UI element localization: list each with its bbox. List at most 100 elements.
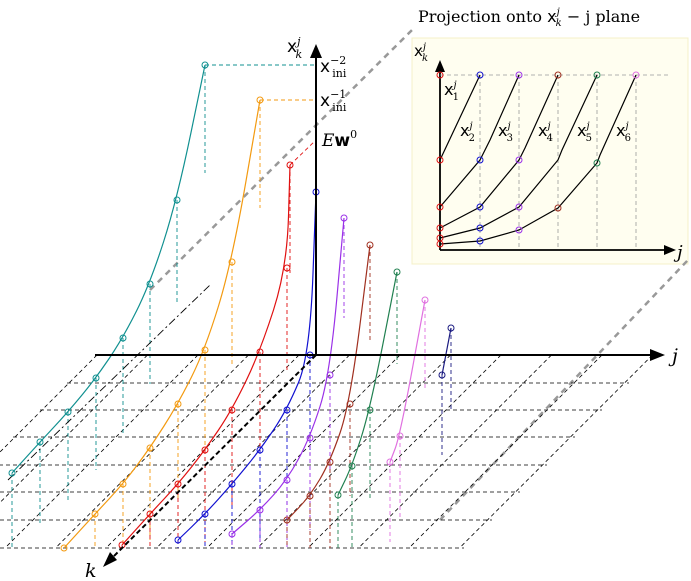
inset-point bbox=[515, 203, 523, 211]
solution-curve bbox=[337, 271, 398, 496]
solution-curve bbox=[389, 299, 426, 463]
inset-vertical-label: xj k bbox=[414, 42, 428, 64]
solution-point bbox=[366, 241, 374, 249]
grid-oblique-line bbox=[4, 354, 199, 549]
solution-point bbox=[228, 406, 236, 414]
solution-point bbox=[174, 400, 182, 408]
solution-point bbox=[146, 510, 154, 518]
solution-point bbox=[60, 544, 68, 552]
inset-title: Projection onto xj k − j plane bbox=[418, 7, 640, 29]
vertical-axis-arrow bbox=[310, 44, 322, 58]
inset-curve-labels: xj 1 xj 2 xj 3 xj 4 xj 5 xj 6 bbox=[444, 80, 631, 144]
grid-oblique-line bbox=[0, 354, 98, 453]
grid-oblique-line bbox=[307, 354, 502, 549]
dashdot-guide bbox=[7, 284, 211, 481]
solution-point bbox=[146, 280, 154, 288]
inset-points bbox=[436, 71, 640, 248]
inset-point bbox=[515, 71, 523, 79]
inset-curves bbox=[439, 74, 637, 245]
solution-curve bbox=[177, 191, 317, 541]
solution-point bbox=[447, 324, 455, 332]
solution-point bbox=[326, 371, 334, 379]
solution-point bbox=[228, 480, 236, 488]
inset-curve-label: xj 3 bbox=[498, 121, 513, 144]
projection-guide-bottom bbox=[439, 259, 689, 521]
solution-point bbox=[146, 444, 154, 452]
solution-curve bbox=[441, 327, 452, 376]
solution-point bbox=[228, 530, 236, 538]
j-axis-arrow bbox=[650, 349, 665, 361]
projection-guide-top bbox=[149, 29, 413, 291]
inset-point bbox=[476, 224, 484, 232]
solution-point bbox=[348, 462, 356, 470]
solution-point bbox=[92, 374, 100, 382]
solution-points bbox=[8, 61, 455, 552]
solution-point bbox=[283, 516, 291, 524]
inset-point bbox=[515, 226, 523, 234]
solution-point bbox=[438, 371, 446, 379]
inset-vertical-arrow bbox=[435, 60, 445, 72]
solution-point bbox=[173, 196, 181, 204]
inset-point bbox=[476, 71, 484, 79]
initial-value-lines bbox=[205, 64, 317, 166]
solution-point bbox=[286, 161, 294, 169]
solution-point bbox=[386, 458, 394, 466]
solution-point bbox=[366, 406, 374, 414]
inset-point bbox=[436, 203, 444, 211]
solution-point bbox=[256, 96, 264, 104]
solution-point bbox=[64, 408, 72, 416]
inset-background bbox=[411, 37, 689, 265]
inset-horizontal-arrow bbox=[664, 245, 676, 255]
solution-point bbox=[119, 334, 127, 342]
solution-point bbox=[256, 506, 264, 514]
grid-oblique-line bbox=[0, 354, 148, 504]
inset-point bbox=[436, 71, 444, 79]
solution-point bbox=[174, 480, 182, 488]
solution-point bbox=[174, 536, 182, 544]
inset-point bbox=[476, 203, 484, 211]
solution-curve bbox=[121, 164, 291, 546]
grid-oblique-line bbox=[358, 354, 552, 549]
inset-point bbox=[593, 159, 601, 167]
solution-point bbox=[326, 458, 334, 466]
solution-point bbox=[91, 510, 99, 518]
solution-point bbox=[346, 400, 354, 408]
solution-point bbox=[421, 296, 429, 304]
inset-curve bbox=[439, 74, 637, 245]
inset-point bbox=[436, 224, 444, 232]
solution-point bbox=[396, 432, 404, 440]
grid-oblique-line bbox=[156, 354, 350, 549]
inset-curve bbox=[439, 74, 481, 161]
grid-oblique-line bbox=[459, 354, 653, 549]
grid-oblique-line bbox=[206, 354, 401, 549]
solution-point bbox=[306, 434, 314, 442]
solution-curve bbox=[11, 64, 206, 474]
k-axis-label: k bbox=[85, 560, 97, 581]
inset-point bbox=[554, 204, 562, 212]
inset-point bbox=[436, 156, 444, 164]
solution-point bbox=[393, 268, 401, 276]
solution-point bbox=[283, 406, 291, 414]
solution-point bbox=[119, 480, 127, 488]
inset-curve bbox=[439, 74, 598, 239]
inset-curve bbox=[439, 74, 520, 208]
inset-point bbox=[476, 237, 484, 245]
inset-point bbox=[632, 71, 640, 79]
grid-oblique-line bbox=[257, 354, 451, 549]
solution-point bbox=[334, 491, 342, 499]
k-axis-arrow bbox=[103, 552, 117, 567]
inset-curve-label: xj 2 bbox=[460, 121, 475, 144]
solution-point bbox=[8, 469, 16, 477]
inset-horizontal-label: j bbox=[673, 242, 683, 263]
k-axis-line bbox=[109, 354, 317, 561]
ini-1-label: x−1 ini bbox=[320, 88, 347, 114]
inset-point bbox=[476, 156, 484, 164]
inset-point bbox=[515, 156, 523, 164]
inset-point bbox=[593, 71, 601, 79]
inset-point bbox=[436, 240, 444, 248]
projection-guides bbox=[149, 29, 689, 521]
j-axis-label: j bbox=[668, 345, 678, 367]
solution-point bbox=[201, 446, 209, 454]
solution-point bbox=[228, 258, 236, 266]
